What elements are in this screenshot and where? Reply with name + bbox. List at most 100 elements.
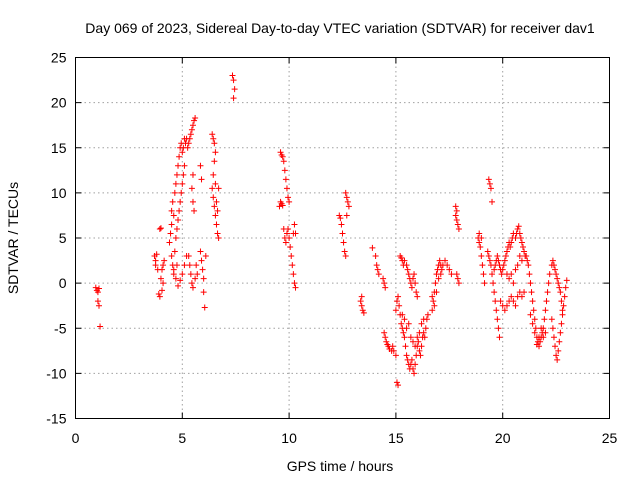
data-point xyxy=(526,271,533,278)
data-point xyxy=(421,334,428,341)
data-point xyxy=(382,284,389,291)
grid-lines xyxy=(75,57,610,419)
data-point xyxy=(499,266,506,273)
data-point xyxy=(448,271,455,278)
data-point xyxy=(188,126,195,133)
data-point xyxy=(506,275,513,282)
data-point xyxy=(533,341,540,348)
data-point xyxy=(400,329,407,336)
data-point xyxy=(343,194,350,201)
y-tick-label: 20 xyxy=(51,95,67,111)
data-point xyxy=(500,262,507,269)
data-point xyxy=(432,280,439,287)
data-point xyxy=(185,140,192,147)
data-point xyxy=(420,316,427,323)
data-point xyxy=(402,343,409,350)
data-point xyxy=(414,334,421,341)
data-point xyxy=(544,289,551,296)
data-point xyxy=(380,275,387,282)
data-point xyxy=(444,262,451,269)
data-point xyxy=(485,176,492,183)
data-point xyxy=(211,158,218,165)
data-point xyxy=(521,289,528,296)
data-point xyxy=(373,262,380,269)
data-point xyxy=(435,275,442,282)
data-point xyxy=(285,225,292,232)
data-point xyxy=(191,117,198,124)
data-point xyxy=(401,334,408,341)
chart-title: Day 069 of 2023, Sidereal Day-to-day VTE… xyxy=(85,20,595,36)
data-point xyxy=(184,144,191,151)
data-point xyxy=(538,325,545,332)
data-point xyxy=(189,284,196,291)
data-point xyxy=(431,302,438,309)
data-point xyxy=(168,207,175,214)
data-point xyxy=(172,275,179,282)
data-point xyxy=(189,171,196,178)
data-point xyxy=(212,149,219,156)
data-point xyxy=(214,207,221,214)
data-point xyxy=(92,284,99,291)
data-point xyxy=(552,343,559,350)
data-point xyxy=(157,275,164,282)
data-point xyxy=(525,262,532,269)
data-point xyxy=(168,253,175,260)
data-point xyxy=(178,189,185,196)
data-point xyxy=(280,158,287,165)
data-point xyxy=(554,356,561,363)
data-point xyxy=(528,289,535,296)
data-point xyxy=(345,203,352,210)
data-point xyxy=(412,361,419,368)
data-point xyxy=(179,149,186,156)
data-point xyxy=(152,262,159,269)
data-point xyxy=(395,382,402,389)
axis-ticks xyxy=(75,57,610,419)
data-point xyxy=(553,271,560,278)
data-point xyxy=(512,235,519,241)
data-point xyxy=(288,253,295,260)
data-point xyxy=(481,280,488,287)
data-point xyxy=(339,230,346,237)
data-point xyxy=(484,248,491,255)
data-point xyxy=(390,347,397,354)
data-point xyxy=(489,198,496,205)
data-point xyxy=(211,203,218,210)
data-point xyxy=(277,149,284,156)
data-point xyxy=(476,239,483,246)
data-point xyxy=(358,293,365,300)
data-point xyxy=(279,153,286,160)
data-point xyxy=(429,307,436,314)
data-point xyxy=(176,207,183,214)
data-point xyxy=(173,171,180,178)
data-point xyxy=(412,280,419,287)
data-point xyxy=(336,212,343,219)
data-point xyxy=(530,307,537,314)
data-point xyxy=(479,262,486,269)
data-point xyxy=(175,162,182,169)
data-point xyxy=(486,180,493,187)
data-point xyxy=(213,198,220,205)
data-point xyxy=(153,251,160,258)
data-point xyxy=(175,282,182,289)
data-point xyxy=(523,253,530,260)
data-point xyxy=(503,248,510,255)
data-point xyxy=(193,262,200,269)
data-point xyxy=(289,262,296,269)
data-point xyxy=(389,343,396,350)
data-point xyxy=(545,280,552,287)
data-point xyxy=(554,275,561,282)
data-point xyxy=(159,266,166,273)
data-point xyxy=(212,212,219,219)
data-point xyxy=(167,230,174,237)
data-point xyxy=(537,338,544,345)
data-point xyxy=(392,307,399,314)
data-point xyxy=(541,316,548,323)
data-point xyxy=(556,338,563,345)
data-point xyxy=(508,293,515,300)
data-point xyxy=(283,185,290,192)
data-point xyxy=(375,271,382,278)
data-point xyxy=(286,198,293,205)
data-point xyxy=(517,235,524,241)
data-point xyxy=(342,253,349,260)
